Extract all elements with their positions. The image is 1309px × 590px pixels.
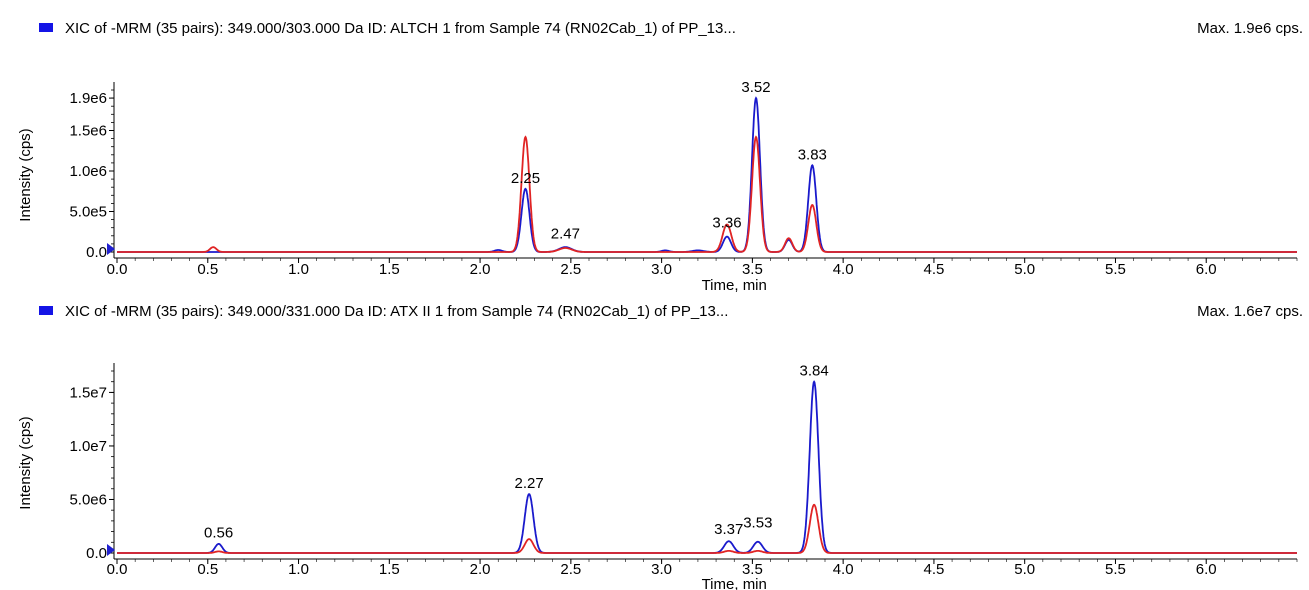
y-tick-label: 1.0e7 — [69, 438, 107, 455]
red-trace — [117, 503, 1297, 554]
panel-header: XIC of -MRM (35 pairs): 349.000/331.000 … — [0, 303, 1309, 327]
x-tick-label: 4.0 — [833, 561, 854, 578]
legend-swatch — [39, 306, 53, 315]
y-axis-title: Intensity (cps) — [17, 416, 34, 509]
x-tick-label: 1.0 — [288, 261, 309, 278]
x-tick-label: 2.5 — [560, 561, 581, 578]
y-tick-label: 1.9e6 — [69, 90, 107, 107]
peak-label: 2.47 — [551, 226, 580, 243]
x-tick-label: 0.0 — [107, 561, 128, 578]
y-tick-label: 0.0 — [86, 545, 107, 562]
x-tick-label: 3.0 — [651, 561, 672, 578]
x-tick-label: 1.5 — [379, 561, 400, 578]
x-tick-label: 0.0 — [107, 261, 128, 278]
x-axis-title: Time, min — [702, 576, 767, 590]
x-tick-label: 6.0 — [1196, 261, 1217, 278]
peak-label: 3.83 — [798, 146, 827, 163]
max-intensity-label: Max. 1.6e7 cps. — [1197, 303, 1303, 320]
x-tick-label: 3.0 — [651, 261, 672, 278]
y-tick-label: 1.5e7 — [69, 384, 107, 401]
panel-header: XIC of -MRM (35 pairs): 349.000/303.000 … — [0, 20, 1309, 44]
peak-label: 2.27 — [514, 475, 543, 492]
chromatogram-panel-bottom: XIC of -MRM (35 pairs): 349.000/331.000 … — [0, 303, 1309, 590]
x-tick-label: 1.0 — [288, 561, 309, 578]
y-tick-label: 0.0 — [86, 244, 107, 261]
peak-label: 0.56 — [204, 524, 233, 541]
chart-title: XIC of -MRM (35 pairs): 349.000/331.000 … — [65, 303, 729, 320]
x-tick-label: 0.5 — [197, 561, 218, 578]
x-tick-label: 5.5 — [1105, 261, 1126, 278]
blue-trace — [117, 96, 1297, 253]
x-tick-label: 2.5 — [560, 261, 581, 278]
y-tick-label: 1.0e6 — [69, 163, 107, 180]
x-tick-label: 2.0 — [470, 561, 491, 578]
x-tick-label: 4.0 — [833, 261, 854, 278]
baseline-marker — [107, 243, 115, 255]
peak-label: 3.37 — [714, 521, 743, 538]
peak-label: 3.84 — [800, 363, 829, 380]
x-tick-label: 2.0 — [470, 261, 491, 278]
legend-swatch — [39, 23, 53, 32]
x-tick-label: 4.5 — [923, 261, 944, 278]
chart-title: XIC of -MRM (35 pairs): 349.000/303.000 … — [65, 20, 736, 37]
x-tick-label: 3.5 — [742, 261, 763, 278]
x-tick-label: 5.0 — [1014, 561, 1035, 578]
x-tick-label: 5.5 — [1105, 561, 1126, 578]
x-tick-label: 3.5 — [742, 561, 763, 578]
y-tick-label: 5.0e6 — [69, 491, 107, 508]
x-tick-label: 4.5 — [923, 561, 944, 578]
x-axis-title: Time, min — [702, 277, 767, 294]
x-tick-label: 6.0 — [1196, 561, 1217, 578]
max-intensity-label: Max. 1.9e6 cps. — [1197, 20, 1303, 37]
y-tick-label: 1.5e6 — [69, 123, 107, 140]
y-axis-title: Intensity (cps) — [17, 128, 34, 221]
baseline-marker — [107, 544, 115, 556]
y-tick-label: 5.0e5 — [69, 204, 107, 221]
x-tick-label: 1.5 — [379, 261, 400, 278]
chromatogram-plot-top: 0.0 5.0e5 1.0e6 1.5e6 1.9e6 0.0 0.5 1.0 1.5 2.0 2.… — [17, 79, 1298, 294]
x-tick-label: 5.0 — [1014, 261, 1035, 278]
peak-label: 3.52 — [741, 79, 770, 96]
peak-label: 3.36 — [712, 214, 741, 231]
x-tick-label: 0.5 — [197, 261, 218, 278]
chromatogram-plot-bottom: 0.0 5.0e6 1.0e7 1.5e7 0.0 0.5 1.0 1.5 2.0 2.5 3.0 3… — [17, 363, 1298, 590]
red-trace — [117, 135, 1297, 253]
peak-label: 3.53 — [743, 515, 772, 532]
chromatogram-panel-top: XIC of -MRM (35 pairs): 349.000/303.000 … — [0, 20, 1309, 300]
peak-label: 2.25 — [511, 170, 540, 187]
blue-trace — [117, 380, 1297, 554]
